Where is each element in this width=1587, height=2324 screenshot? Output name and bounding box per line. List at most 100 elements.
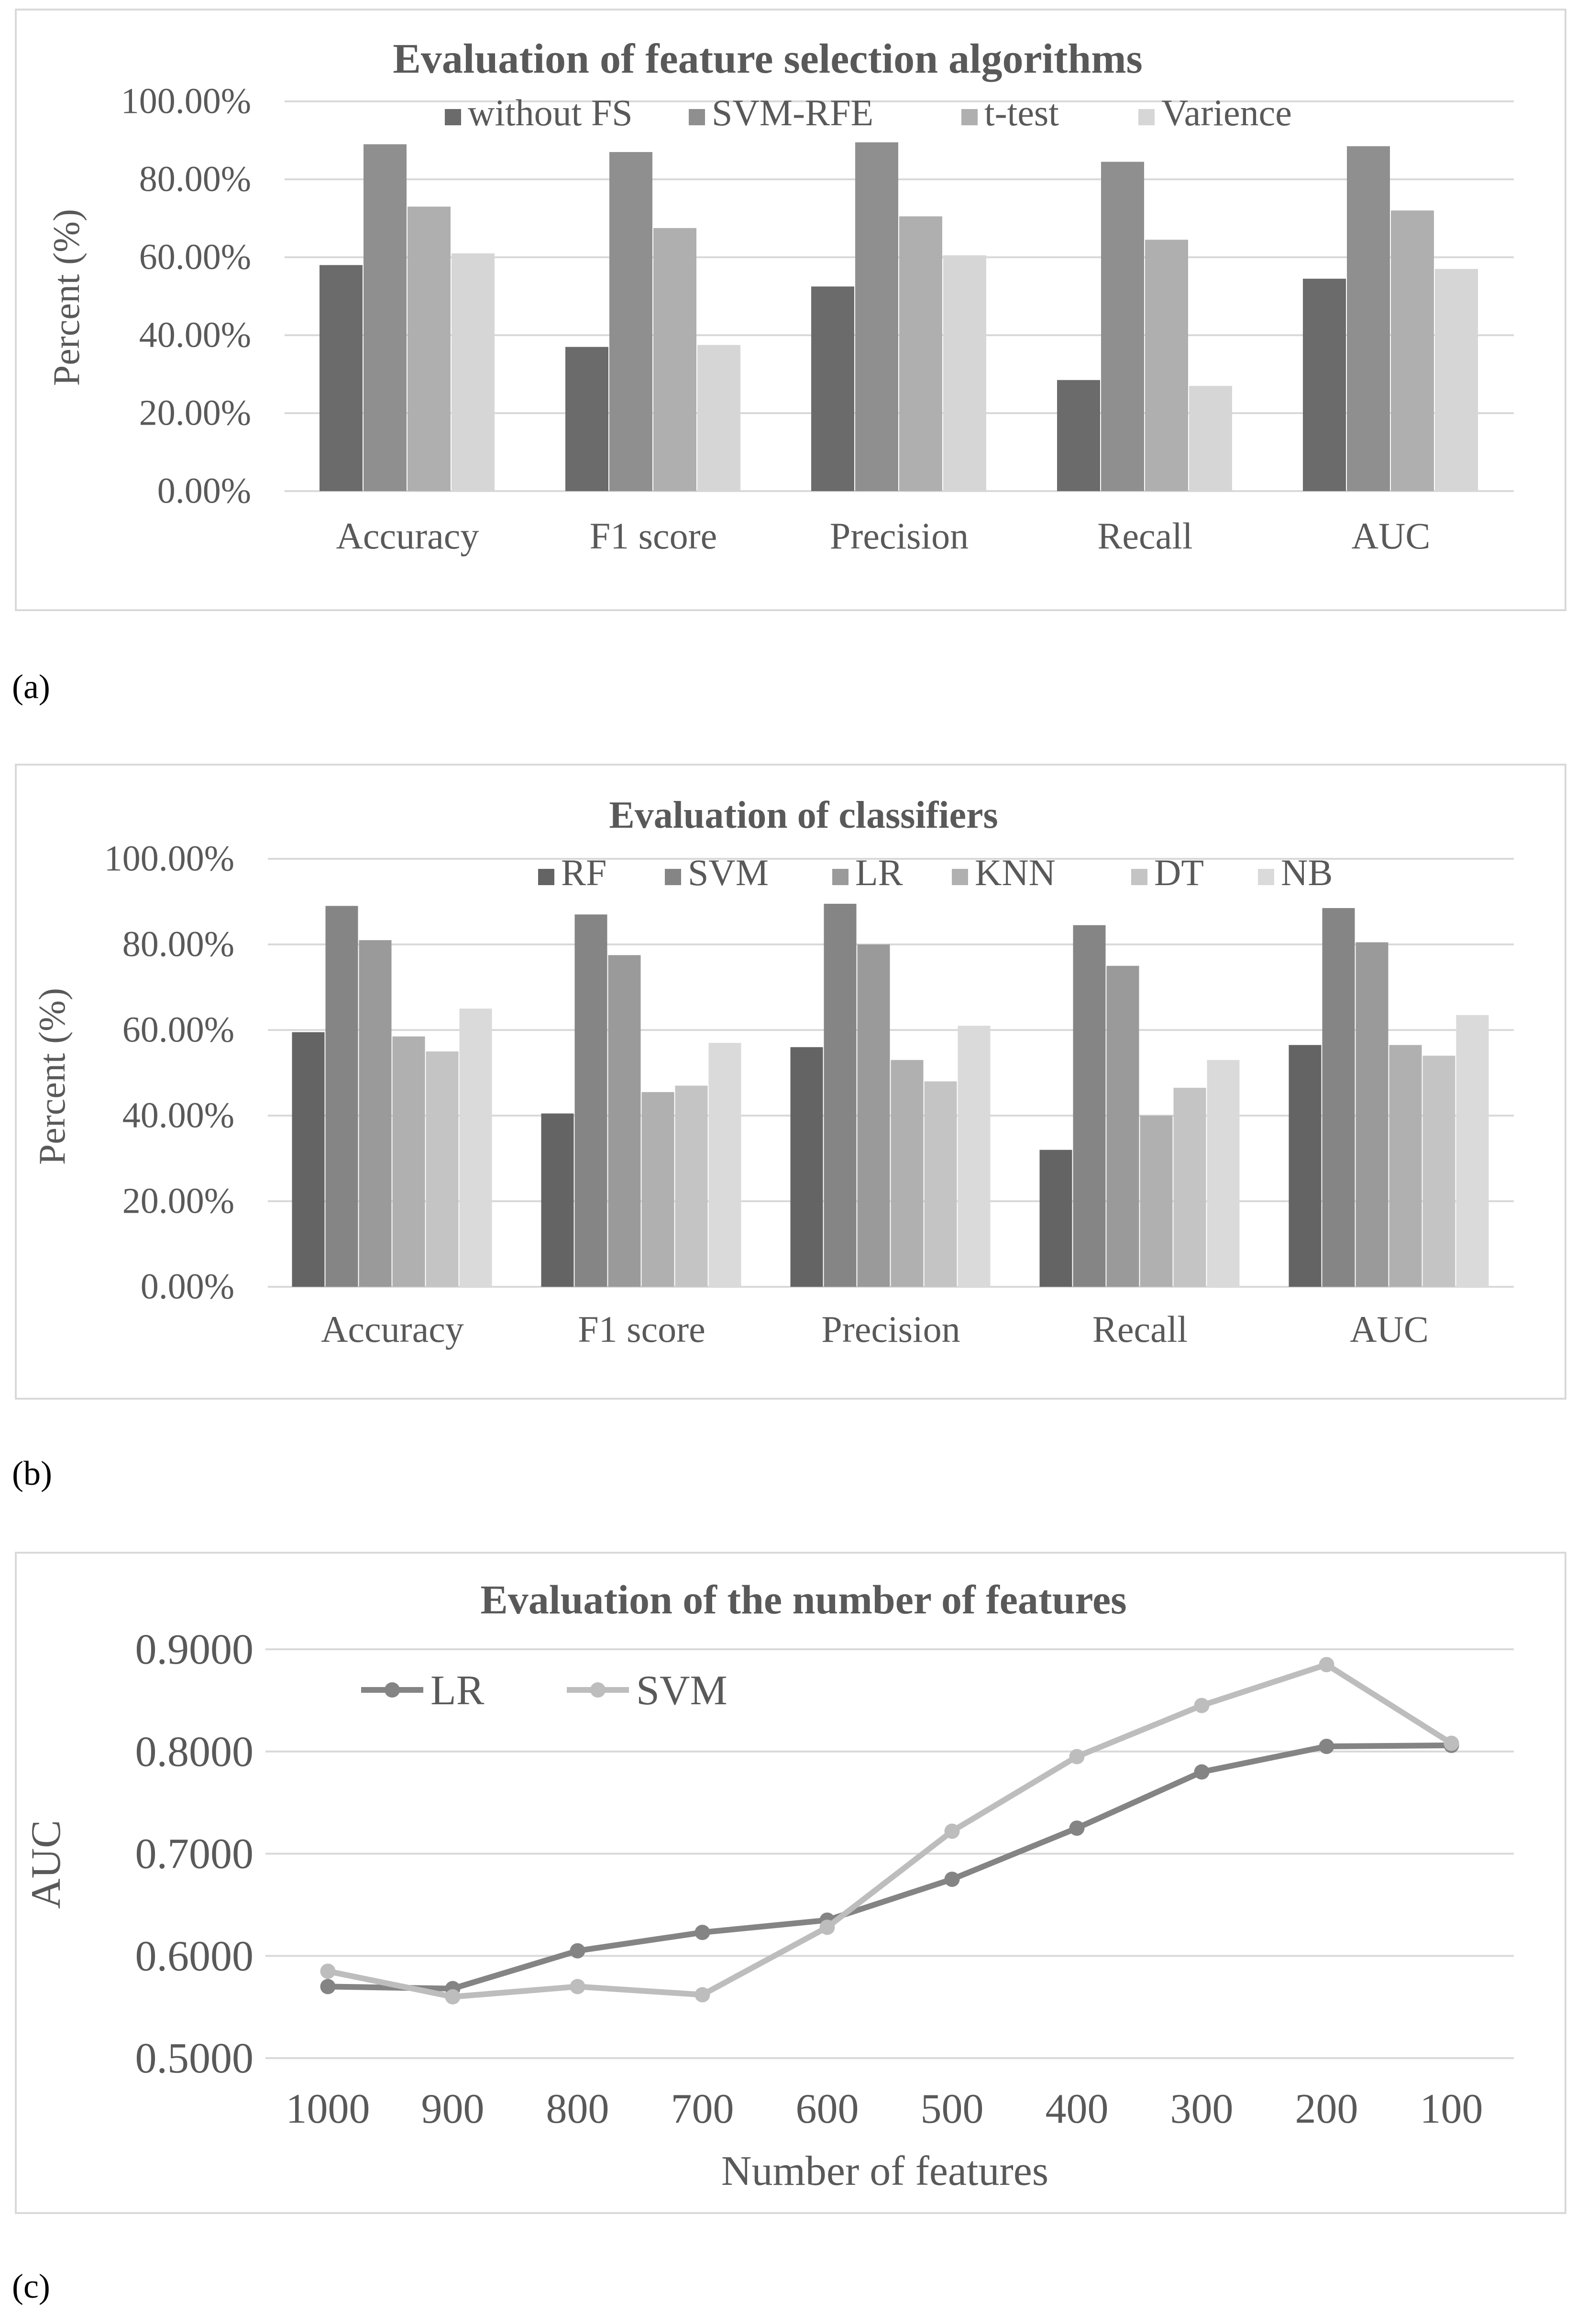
bar <box>1039 1150 1072 1287</box>
legend-swatch <box>1258 869 1274 885</box>
bar <box>653 228 696 491</box>
bar <box>1140 1116 1173 1287</box>
x-tick-label: 900 <box>421 2086 485 2132</box>
legend-label: NB <box>1281 852 1333 893</box>
bar <box>325 906 358 1287</box>
data-point <box>1194 1698 1210 1713</box>
bar <box>891 1060 924 1287</box>
chart-title: Evaluation of feature selection algorith… <box>393 36 1143 82</box>
bar <box>790 1047 823 1287</box>
x-tick-label: 200 <box>1295 2086 1358 2132</box>
data-point <box>1319 1739 1334 1754</box>
panel-label-b: (b) <box>12 1454 52 1492</box>
x-category-label: Accuracy <box>321 1308 464 1350</box>
bar <box>1073 925 1106 1287</box>
bar <box>1289 1045 1322 1287</box>
x-category-label: F1 score <box>590 515 717 557</box>
y-tick-label: 40.00% <box>122 1095 234 1135</box>
y-tick-label: 60.00% <box>122 1009 234 1050</box>
bar <box>641 1092 674 1287</box>
legend-label: LR <box>430 1667 485 1714</box>
data-point <box>320 1979 336 1995</box>
legend-label: Varience <box>1161 92 1292 133</box>
bar <box>857 944 890 1287</box>
bar <box>1422 1055 1455 1287</box>
bar <box>292 1032 325 1287</box>
bar <box>855 142 898 491</box>
legend-label: DT <box>1154 852 1204 893</box>
bar <box>1456 1015 1489 1287</box>
panel-label-c: (c) <box>12 2267 50 2305</box>
y-tick-label: 0.5000 <box>135 2035 254 2082</box>
chart-panel-a: 0.00% 20.00% 40.00% 60.00% 80.00% 100.00% Eval… <box>15 9 1566 611</box>
bar <box>824 903 857 1287</box>
data-point <box>570 1979 585 1995</box>
bar <box>1356 942 1389 1287</box>
chart-b-svg: 0.00% 20.00% 40.00% 60.00% 80.00% 100.00% Eval… <box>31 794 1514 1350</box>
bar <box>697 345 740 491</box>
x-tick-label: 500 <box>921 2086 984 2132</box>
legend-label: SVM <box>636 1667 727 1714</box>
bar <box>811 286 854 491</box>
x-category-label: Recall <box>1092 1308 1188 1350</box>
y-tick-label: 80.00% <box>139 159 251 199</box>
bar <box>924 1081 957 1287</box>
x-tick-label: 1000 <box>286 2086 370 2132</box>
legend-label: without FS <box>468 92 633 133</box>
y-tick-label: 0.7000 <box>135 1831 254 1878</box>
legend-label: SVM-RFE <box>712 92 873 133</box>
x-category-label: Recall <box>1097 515 1192 557</box>
legend-swatch <box>1138 109 1155 125</box>
legend-swatch <box>538 869 554 885</box>
y-tick-label: 0.9000 <box>135 1626 254 1673</box>
data-point <box>944 1871 960 1887</box>
x-tick-label: 800 <box>546 2086 609 2132</box>
legend-swatch <box>952 869 968 885</box>
bar <box>1322 908 1355 1287</box>
chart-title: Evaluation of classifiers <box>609 794 998 836</box>
y-tick-label: 0.00% <box>157 471 251 511</box>
legend-marker <box>385 1682 400 1698</box>
x-category-label: Precision <box>821 1308 960 1350</box>
bar <box>958 1026 991 1287</box>
y-tick-label: 0.6000 <box>135 1932 254 1980</box>
x-category-label: Precision <box>830 515 969 557</box>
bar <box>565 347 608 491</box>
legend-swatch <box>445 109 461 125</box>
bar <box>1189 385 1232 491</box>
legend-label: SVM <box>688 852 769 893</box>
bar <box>609 152 652 491</box>
data-point <box>320 1963 336 1979</box>
bar <box>1347 146 1390 492</box>
y-axis-label: Percent (%) <box>31 988 73 1165</box>
bar <box>1101 162 1144 491</box>
series-line <box>328 1742 1452 1992</box>
legend-swatch <box>832 869 849 885</box>
data-point <box>1194 1764 1210 1780</box>
bar <box>1435 269 1478 491</box>
legend-label: LR <box>855 852 903 893</box>
legend-label: t-test <box>984 92 1059 133</box>
legend-marker <box>590 1682 606 1698</box>
legend-swatch <box>665 869 681 885</box>
bar <box>708 1042 741 1287</box>
bar <box>1389 1045 1422 1287</box>
bar <box>1145 240 1188 491</box>
data-point <box>694 1925 710 1940</box>
y-tick-label: 40.00% <box>139 315 251 355</box>
y-tick-label: 80.00% <box>122 924 234 964</box>
y-tick-label: 60.00% <box>139 237 251 277</box>
legend-label: RF <box>561 852 606 893</box>
legend-label: KNN <box>975 852 1056 893</box>
data-point <box>570 1943 585 1959</box>
y-tick-label: 20.00% <box>139 393 251 433</box>
x-category-label: AUC <box>1350 1308 1429 1350</box>
bar <box>426 1051 459 1287</box>
bar <box>608 955 641 1287</box>
bar <box>675 1085 708 1287</box>
x-tick-label: 700 <box>671 2086 734 2132</box>
y-tick-label: 0.00% <box>141 1266 234 1306</box>
data-point <box>819 1919 835 1935</box>
y-axis-label: Percent (%) <box>45 209 87 386</box>
bar <box>359 940 392 1287</box>
